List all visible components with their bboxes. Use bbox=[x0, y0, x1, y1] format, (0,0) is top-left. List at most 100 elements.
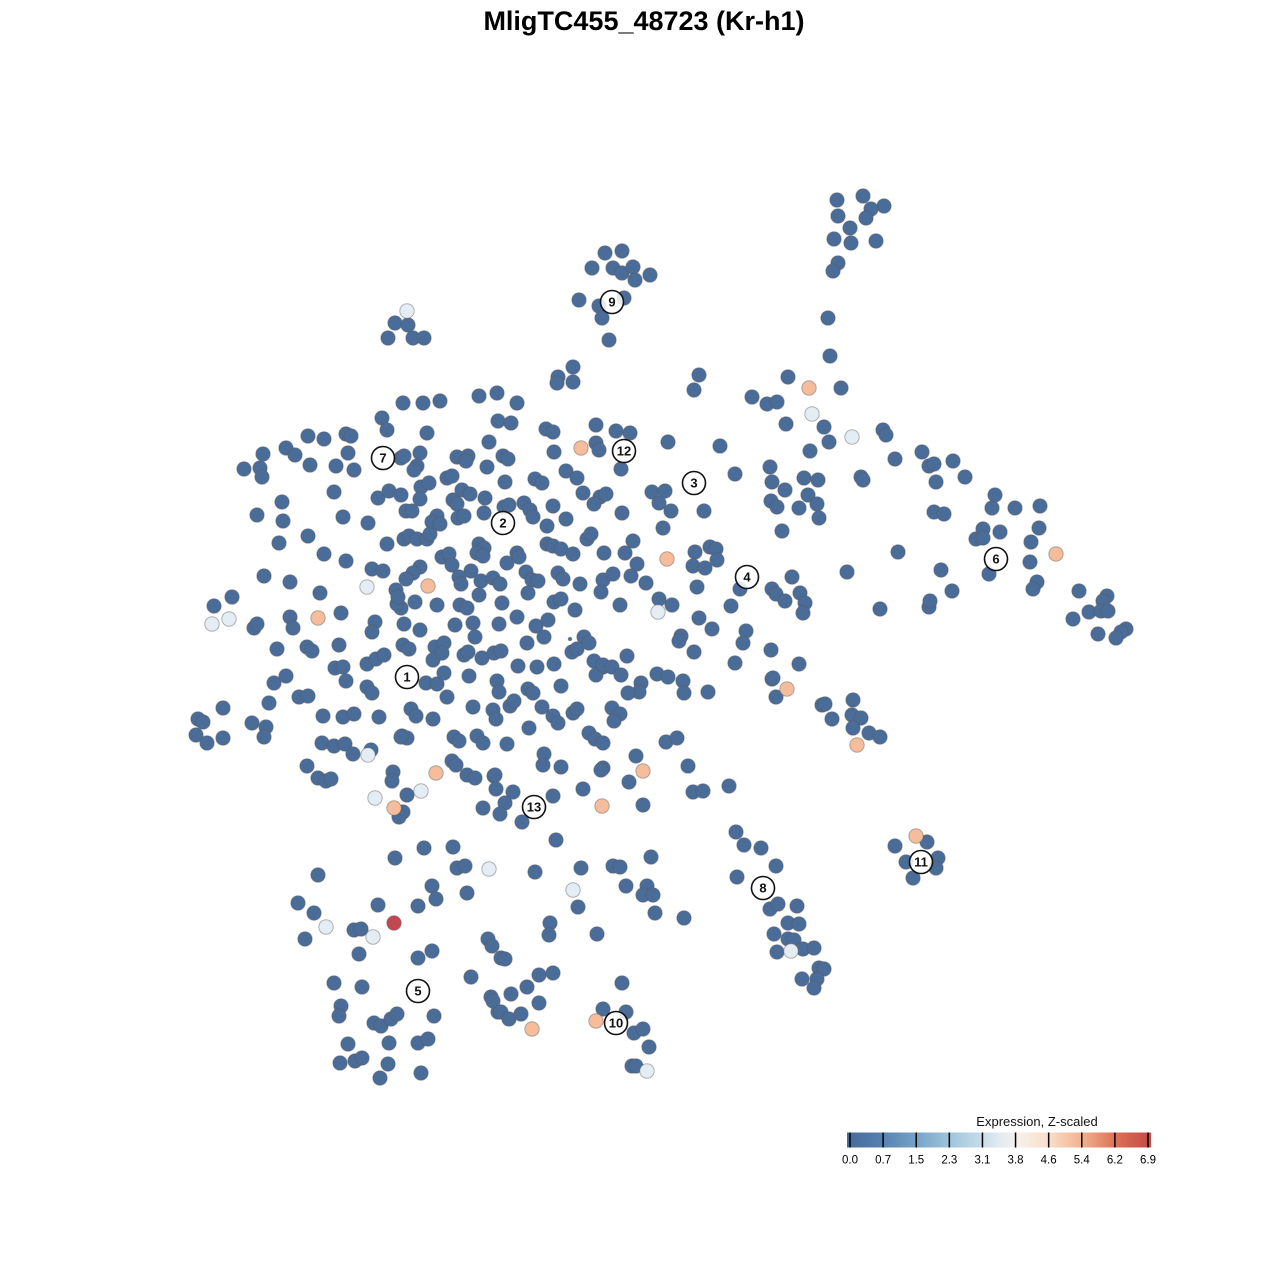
cluster-label-circle bbox=[611, 438, 637, 464]
data-point bbox=[393, 729, 409, 745]
data-point bbox=[255, 446, 271, 462]
data-point bbox=[594, 310, 610, 326]
cluster-label-9: 9 bbox=[599, 289, 625, 315]
data-point bbox=[721, 778, 737, 794]
data-point bbox=[545, 498, 561, 514]
data-point bbox=[326, 975, 342, 991]
data-point bbox=[497, 474, 513, 490]
data-point bbox=[777, 482, 793, 498]
data-point bbox=[261, 695, 277, 711]
data-point bbox=[763, 642, 779, 658]
data-point bbox=[519, 979, 535, 995]
data-point bbox=[503, 415, 519, 431]
data-point bbox=[236, 461, 252, 477]
data-point bbox=[660, 669, 676, 685]
data-point bbox=[494, 595, 510, 611]
data-point bbox=[669, 730, 685, 746]
data-point bbox=[500, 451, 516, 467]
data-point bbox=[769, 394, 785, 410]
data-point bbox=[816, 961, 832, 977]
data-point bbox=[872, 729, 888, 745]
data-point bbox=[459, 885, 475, 901]
data-point bbox=[770, 896, 786, 912]
data-point bbox=[620, 685, 636, 701]
cluster-label-5: 5 bbox=[405, 978, 431, 1004]
data-point bbox=[396, 448, 412, 464]
data-point bbox=[475, 548, 491, 564]
data-point bbox=[434, 645, 450, 661]
legend-tick-label: 6.9 bbox=[1140, 1155, 1156, 1167]
data-point bbox=[477, 490, 493, 506]
data-point bbox=[686, 382, 702, 398]
data-point bbox=[817, 696, 833, 712]
data-point bbox=[338, 553, 354, 569]
data-point bbox=[524, 1021, 540, 1037]
data-point bbox=[416, 330, 432, 346]
data-point bbox=[584, 260, 600, 276]
data-point bbox=[992, 524, 1008, 540]
data-point bbox=[944, 583, 960, 599]
data-point bbox=[984, 500, 1000, 516]
legend-tick-label: 4.6 bbox=[1041, 1155, 1057, 1167]
data-point bbox=[608, 423, 624, 439]
data-point bbox=[375, 563, 391, 579]
data-point bbox=[413, 1065, 429, 1081]
data-point bbox=[1032, 498, 1048, 514]
data-point bbox=[444, 468, 460, 484]
data-point bbox=[335, 509, 351, 525]
data-point bbox=[529, 659, 545, 675]
data-point bbox=[657, 483, 673, 499]
data-point bbox=[364, 624, 380, 640]
data-point bbox=[302, 457, 318, 473]
data-point bbox=[548, 832, 564, 848]
data-point bbox=[492, 806, 508, 822]
data-point bbox=[565, 359, 581, 375]
data-point bbox=[565, 374, 581, 390]
data-point bbox=[575, 781, 591, 797]
data-point bbox=[458, 453, 474, 469]
data-point bbox=[278, 668, 294, 684]
data-point bbox=[484, 938, 500, 954]
data-point bbox=[545, 965, 561, 981]
cluster-label-circle bbox=[983, 546, 1009, 572]
data-point bbox=[490, 413, 506, 429]
data-point bbox=[487, 767, 503, 783]
data-point bbox=[729, 869, 745, 885]
data-point bbox=[1023, 534, 1039, 550]
data-point bbox=[274, 494, 290, 510]
cluster-label-circle bbox=[681, 470, 707, 496]
data-point bbox=[945, 453, 961, 469]
data-point bbox=[380, 1056, 396, 1072]
data-point bbox=[412, 491, 428, 507]
data-point bbox=[565, 882, 581, 898]
data-point bbox=[709, 552, 725, 568]
data-point bbox=[328, 458, 344, 474]
data-point bbox=[343, 428, 359, 444]
data-point bbox=[617, 545, 633, 561]
data-point bbox=[728, 824, 744, 840]
data-point bbox=[635, 797, 651, 813]
data-point bbox=[497, 951, 513, 967]
data-point bbox=[811, 510, 827, 526]
data-point bbox=[614, 243, 630, 259]
data-point bbox=[467, 770, 483, 786]
data-point bbox=[372, 1070, 388, 1086]
data-point bbox=[536, 629, 552, 645]
data-point bbox=[655, 520, 671, 536]
data-point bbox=[459, 600, 475, 616]
cluster-label-3: 3 bbox=[681, 470, 707, 496]
data-point bbox=[768, 689, 784, 705]
data-point bbox=[650, 604, 666, 620]
cluster-label-number: 5 bbox=[414, 984, 421, 999]
data-point bbox=[642, 267, 658, 283]
data-point bbox=[712, 438, 728, 454]
data-point bbox=[597, 245, 613, 261]
data-point bbox=[614, 505, 630, 521]
data-point bbox=[549, 375, 565, 391]
data-point bbox=[695, 783, 711, 799]
data-point bbox=[744, 389, 760, 405]
data-point bbox=[691, 610, 707, 626]
data-point bbox=[581, 635, 597, 651]
data-point bbox=[613, 667, 629, 683]
